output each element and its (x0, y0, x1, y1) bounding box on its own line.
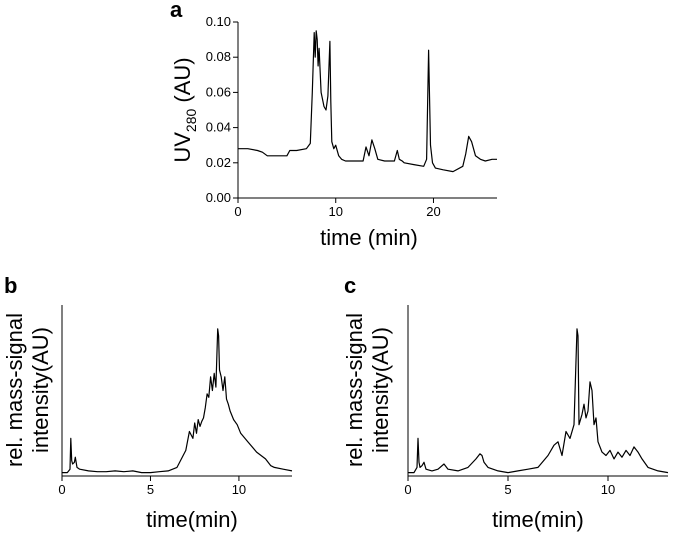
panel-a-x-tick-label-0: 0 (234, 204, 241, 219)
panel-c-mass-chromatogram: c 0 5 10 time(min) rel. mass-signal intens… (342, 273, 669, 532)
panel-c-x-axis-title: time(min) (492, 507, 584, 532)
panel-a-x-tick-label-1: 10 (329, 204, 343, 219)
panel-c-x-tick-label-2: 10 (601, 482, 615, 497)
panel-b-x-tick-label-2: 10 (232, 482, 246, 497)
panel-c-x-tick-label-0: 0 (404, 482, 411, 497)
panel-a-y-tick-label-5: 0.10 (206, 14, 231, 29)
panel-c-trace (408, 328, 669, 474)
panel-b-x-tick-label-0: 0 (58, 482, 65, 497)
panel-a-x-tick-label-2: 20 (426, 204, 440, 219)
panel-c-x-ticks: 0 5 10 (404, 476, 615, 497)
panel-a-trace (238, 30, 497, 173)
panel-b-x-tick-label-1: 5 (147, 482, 154, 497)
panel-a-y-axis-title-unit: (AU) (170, 57, 195, 108)
panel-a-y-axis-title: UV280 (AU) (170, 57, 199, 162)
panel-a-y-tick-label-3: 0.06 (206, 84, 231, 99)
panel-b-mass-chromatogram: b 0 5 10 time(min) rel. mass-signal intens… (2, 273, 293, 532)
panel-a-uv-chromatogram: a 0.00 0.02 0.04 0.06 0.08 0.10 0 10 20 time (m… (170, 0, 497, 250)
panel-a-y-tick-label-4: 0.08 (206, 49, 231, 64)
panel-a-y-tick-label-0: 0.00 (206, 190, 231, 205)
panel-b-trace (62, 328, 293, 474)
panel-b-x-axis-title: time(min) (146, 507, 238, 532)
panel-a-x-ticks: 0 10 20 (234, 198, 441, 219)
panel-c-x-tick-label-1: 5 (504, 482, 511, 497)
panel-a-y-tick-label-1: 0.02 (206, 155, 231, 170)
panel-b-letter: b (4, 273, 17, 298)
panel-a-y-axis-title-main: UV (170, 132, 195, 163)
panel-a-y-tick-label-2: 0.04 (206, 120, 231, 135)
panel-a-y-axis-title-sub: 280 (183, 108, 199, 132)
panel-a-x-axis-title: time (min) (320, 225, 418, 250)
panel-c-y-axis-title-line1: rel. mass-signal (342, 313, 367, 467)
panel-b-x-ticks: 0 5 10 (58, 476, 246, 497)
panel-c-y-axis-title-line2: intensity(AU) (368, 327, 393, 453)
panel-a-y-ticks: 0.00 0.02 0.04 0.06 0.08 0.10 (206, 14, 238, 205)
panel-b-y-axis-title-line1: rel. mass-signal (2, 313, 27, 467)
panel-c-letter: c (344, 273, 356, 298)
panel-b-y-axis-title-line2: intensity(AU) (28, 327, 53, 453)
panel-a-letter: a (170, 0, 183, 22)
